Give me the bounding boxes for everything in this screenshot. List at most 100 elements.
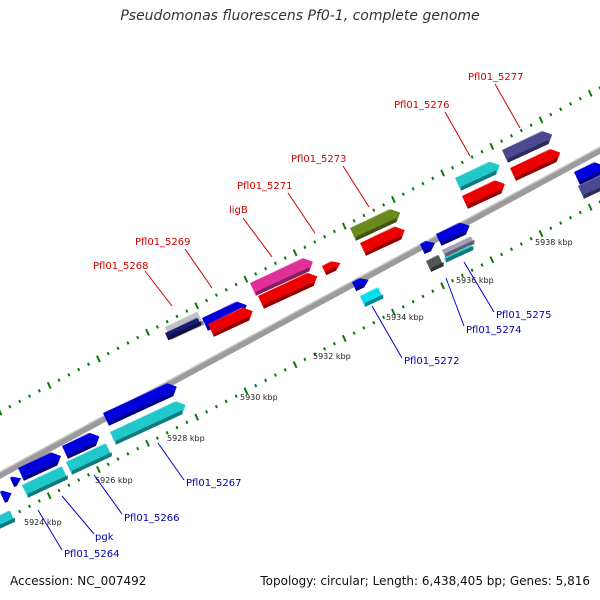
minor-tick	[86, 362, 91, 366]
gene-red-small	[322, 261, 341, 276]
minor-tick	[273, 261, 277, 266]
minor-tick	[283, 256, 287, 260]
gene-cyan-pgk	[22, 466, 68, 498]
minor-tick	[323, 347, 327, 351]
major-tick	[391, 308, 396, 316]
minor-tick	[382, 203, 386, 207]
minor-tick	[500, 139, 504, 143]
gene-label-pgk: pgk	[95, 532, 114, 543]
gene-red-2	[258, 273, 318, 309]
major-tick	[292, 249, 298, 257]
minor-tick	[303, 245, 307, 250]
gene-dark-5274	[426, 255, 444, 272]
major-tick	[489, 256, 495, 264]
minor-tick	[362, 213, 366, 218]
gene-red-3	[360, 226, 405, 256]
minor-tick	[559, 107, 563, 111]
minor-tick	[214, 404, 218, 409]
major-tick	[440, 282, 445, 290]
leader-line-Pfl01_5275	[463, 261, 495, 313]
gene-slate-5277-body	[502, 131, 553, 163]
gene-label-Pfl01_5276: Pfl01_5276	[394, 100, 450, 111]
minor-tick	[519, 128, 523, 133]
gene-grey-5275	[442, 236, 475, 258]
minor-tick	[126, 452, 130, 456]
gene-label-Pfl01_5268: Pfl01_5268	[93, 261, 149, 272]
gene-label-ligB: ligB	[229, 205, 248, 216]
gene-blue-left-edge-highlight	[0, 490, 3, 493]
minor-tick	[8, 404, 12, 409]
minor-tick	[234, 282, 238, 287]
gene-blue-edge-shadow	[579, 171, 600, 185]
gene-slate-5277-shadow	[507, 139, 549, 163]
gene-blue-pgk-shadow	[23, 461, 58, 481]
minor-tick	[509, 247, 514, 251]
major-tick	[194, 413, 200, 421]
minor-tick	[460, 160, 464, 165]
gene-blue-tiny	[420, 241, 435, 254]
gene-red-small-shadow	[326, 266, 337, 276]
major-tick	[96, 355, 101, 363]
gene-slate-edge	[578, 175, 600, 199]
gene-label-Pfl01_5264: Pfl01_5264	[64, 549, 120, 560]
gene-label-Pfl01_5273: Pfl01_5273	[291, 154, 347, 165]
minor-tick	[175, 314, 179, 319]
gene-blue-left-edge-shadow	[5, 497, 8, 503]
major-tick	[46, 492, 52, 500]
gene-blue-left-2-body	[10, 476, 22, 488]
minor-tick	[450, 165, 455, 170]
minor-tick	[470, 268, 474, 272]
gene-pink-ligB-shadow	[255, 267, 310, 296]
gene-red-4-shadow	[467, 189, 502, 209]
gene-slate-edge-highlight	[578, 175, 600, 187]
minor-tick	[283, 368, 287, 372]
major-tick	[292, 361, 298, 369]
gene-red-4-body	[462, 180, 505, 209]
major-tick	[489, 142, 495, 150]
leader-line-Pfl01_5272	[371, 305, 403, 359]
gene-cyan-5276-body	[455, 161, 500, 191]
major-tick	[46, 381, 52, 389]
gene-cyan-5266-shadow	[71, 452, 112, 475]
minor-tick	[67, 483, 71, 488]
gene-blue-tiny-shadow	[424, 247, 431, 254]
scale-label-5938: 5938 kbp	[535, 238, 573, 247]
minor-tick	[568, 102, 573, 106]
gene-red-5-shadow	[515, 157, 557, 181]
minor-tick	[559, 221, 563, 225]
minor-tick	[175, 425, 179, 430]
scale-label-5934: 5934 kbp	[386, 313, 424, 322]
gene-cyan-5272	[360, 287, 384, 307]
gene-blue-5275a-shadow	[441, 230, 466, 246]
gene-cyan-5272-shadow	[365, 294, 384, 307]
minor-tick	[205, 410, 209, 414]
accession-text: Accession: NC_007492	[10, 574, 147, 588]
minor-tick	[500, 252, 504, 257]
gene-label-Pfl01_5277: Pfl01_5277	[468, 72, 524, 83]
gene-cyan-5266	[66, 443, 112, 475]
major-tick	[96, 465, 101, 474]
minor-tick	[431, 289, 435, 293]
backbone-highlight	[0, 146, 600, 473]
minor-tick	[509, 134, 514, 138]
minor-tick	[27, 394, 32, 398]
minor-tick	[37, 499, 41, 503]
minor-tick	[529, 123, 533, 127]
major-tick	[145, 439, 150, 447]
minor-tick	[136, 335, 140, 340]
minor-tick	[313, 240, 317, 244]
gene-navy-1	[165, 318, 201, 341]
minor-tick	[185, 420, 189, 425]
gene-pink-ligB-body	[250, 258, 313, 296]
major-tick	[145, 328, 150, 336]
gene-blue-left-edge-body	[0, 490, 12, 503]
minor-tick	[303, 357, 307, 362]
minor-tick	[313, 352, 317, 356]
minor-tick	[411, 299, 415, 304]
minor-tick	[519, 242, 523, 246]
minor-tick	[598, 86, 600, 90]
minor-tick	[254, 272, 258, 276]
gene-olive-5273-shadow	[355, 217, 397, 241]
gene-blue-5275a-body	[436, 222, 470, 246]
